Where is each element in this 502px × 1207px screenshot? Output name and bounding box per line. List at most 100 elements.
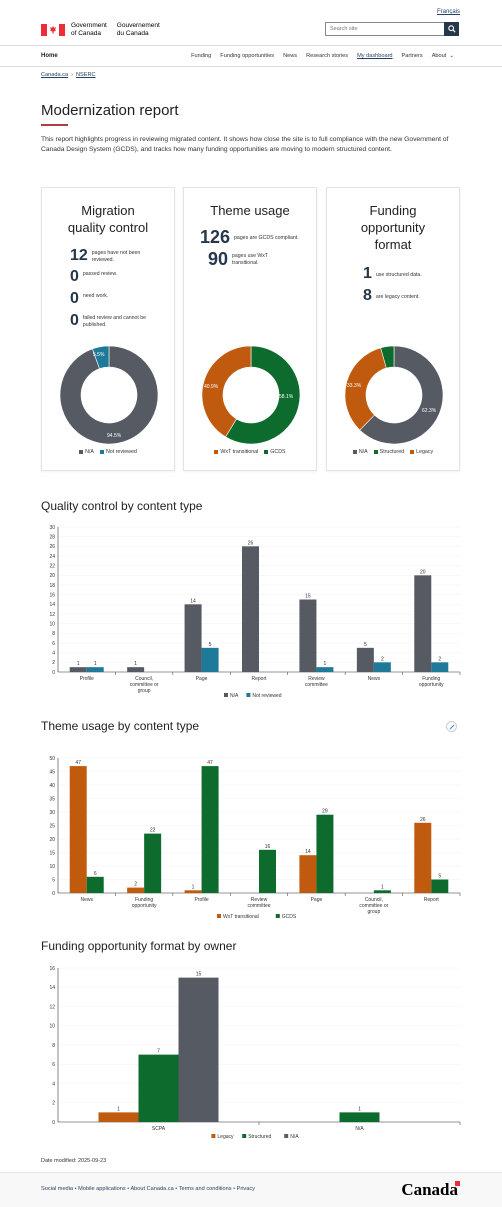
bar-n-a (127, 667, 145, 672)
bar-structured (339, 1112, 380, 1122)
y-tick-label: 50 (49, 756, 55, 762)
search-icon (447, 25, 456, 33)
nav-item-my-dashboard[interactable]: My dashboard (357, 53, 393, 59)
bar-gcds (144, 833, 162, 893)
footer-link[interactable]: Mobile applications (78, 1186, 126, 1192)
y-tick-label: 28 (49, 534, 55, 540)
legend-swatch (211, 1134, 216, 1138)
data-label: 7 (157, 1049, 160, 1055)
stat-structured: 1 use structured data. (363, 265, 422, 282)
legend-swatch (246, 693, 251, 697)
y-tick-label: 45 (49, 769, 55, 775)
search-button[interactable] (444, 22, 459, 36)
footer-link[interactable]: About Canada.ca (130, 1186, 174, 1192)
donut-slice-n-a (359, 345, 444, 445)
nav-item-research-stories[interactable]: Research stories (306, 53, 349, 59)
legend-item: WxT transitional (214, 449, 258, 455)
nav-home[interactable]: Home (41, 53, 58, 59)
donut-label: 94.5% (107, 433, 122, 439)
donut-slices (201, 345, 301, 445)
date-modified: Date modified: 2025-09-23 (41, 1158, 107, 1164)
x-tick-label: Review (308, 676, 325, 682)
legend-item: N/A (352, 449, 368, 455)
legend-item: Not reviewed (99, 449, 137, 455)
y-tick-label: 6 (52, 1062, 55, 1068)
bar-gcds (316, 814, 334, 893)
legend-label: WxT transitional (223, 914, 259, 920)
stat-gcds: 126 pages are GCDS compliant. (200, 227, 299, 247)
footer: Social media • Mobile applications • Abo… (0, 1172, 502, 1207)
nav-item-funding[interactable]: Funding (191, 53, 212, 59)
y-tick-label: 10 (49, 1024, 55, 1030)
data-label: 20 (420, 569, 426, 575)
x-tick-label: News (368, 676, 381, 682)
data-label: 15 (196, 972, 202, 978)
donut-chart-qc: 94.5% 5.5% (59, 345, 159, 445)
data-label: 1 (381, 884, 384, 890)
legend-swatch (275, 914, 280, 918)
breadcrumb: Canada.ca › NSERC (41, 72, 96, 78)
y-tick-label: 15 (49, 850, 55, 856)
bar-wxt-transitional (299, 855, 317, 893)
goc-signature[interactable]: Government of Canada Gouvernement du Canad… (41, 22, 160, 37)
x-tick-label: opportunity (419, 682, 444, 688)
y-tick-label: 26 (49, 544, 55, 550)
footer-link[interactable]: Terms and conditions (178, 1186, 232, 1192)
data-label: 47 (207, 760, 213, 766)
bar-structured (138, 1054, 179, 1122)
bar-chart-funding: 0 2 4 6 8 10 12 14 16 1 7 15 SCPA 1 N/A Legacy Structure… (49, 966, 461, 1140)
bar-wxt-transitional (184, 890, 202, 893)
stat-wxt: 90 pages use WxT transitional. (208, 249, 268, 269)
y-tick-label: 6 (52, 641, 55, 647)
breadcrumb-canada[interactable]: Canada.ca (41, 72, 69, 78)
stat-not-reviewed: 12 pages have not been reviewed. (70, 247, 141, 264)
y-tick-label: 0 (52, 1120, 55, 1126)
donut-slice-n-a (59, 345, 159, 445)
y-tick-label: 12 (49, 1004, 55, 1010)
y-tick-label: 14 (49, 985, 55, 991)
site-search: Search site (325, 22, 459, 36)
bar-not-reviewed (373, 662, 391, 672)
data-label: 16 (265, 844, 271, 850)
x-tick-label: committee (305, 682, 328, 688)
card-migration-qc: Migration quality control 12 pages have no… (41, 187, 175, 471)
bar-not-reviewed (201, 647, 219, 672)
nav-item-about[interactable]: About (431, 53, 447, 59)
legend: N/A Not reviewed (42, 449, 174, 455)
breadcrumb-nserc[interactable]: NSERC (75, 72, 96, 78)
bar-n-a (184, 604, 202, 672)
x-tick-label: SCPA (152, 1126, 166, 1132)
footer-link[interactable]: Social media (41, 1186, 74, 1192)
brand-fr: Gouvernement du Canada (116, 22, 160, 37)
data-label: 1 (117, 1106, 120, 1112)
data-label: 2 (134, 882, 137, 888)
y-tick-label: 20 (49, 573, 55, 579)
stat-legacy: 8 are legacy content. (363, 287, 420, 304)
x-tick-label: group (367, 909, 380, 915)
x-tick-label: committee or (359, 903, 388, 909)
chevron-down-icon: ⌄ (449, 53, 454, 59)
footer-link[interactable]: Privacy (236, 1186, 255, 1192)
edit-icon[interactable] (446, 721, 457, 732)
donut-slice-gcds (225, 345, 301, 445)
x-tick-label: group (138, 688, 151, 694)
bar-n-a (178, 977, 219, 1122)
data-label: 14 (190, 598, 196, 604)
x-tick-label: Page (311, 897, 323, 903)
y-tick-label: 12 (49, 612, 55, 618)
nav-item-partners[interactable]: Partners (401, 53, 423, 59)
search-input[interactable]: Search site (325, 22, 444, 36)
x-tick-label: Report (251, 676, 267, 682)
intro-paragraph: This report highlights progress in revie… (41, 136, 449, 153)
x-tick-label: Profile (80, 676, 94, 682)
y-tick-label: 16 (49, 592, 55, 598)
legend: WxT transitional GCDS (184, 449, 316, 455)
y-tick-label: 22 (49, 563, 55, 569)
nav-item-funding-opportunities[interactable]: Funding opportunities (220, 53, 275, 59)
language-toggle-link[interactable]: Français (436, 9, 460, 15)
nav-item-news[interactable]: News (283, 53, 298, 59)
y-tick-label: 2 (52, 660, 55, 666)
x-tick-label: opportunity (132, 903, 157, 909)
legend-label: Not reviewed (252, 693, 281, 699)
